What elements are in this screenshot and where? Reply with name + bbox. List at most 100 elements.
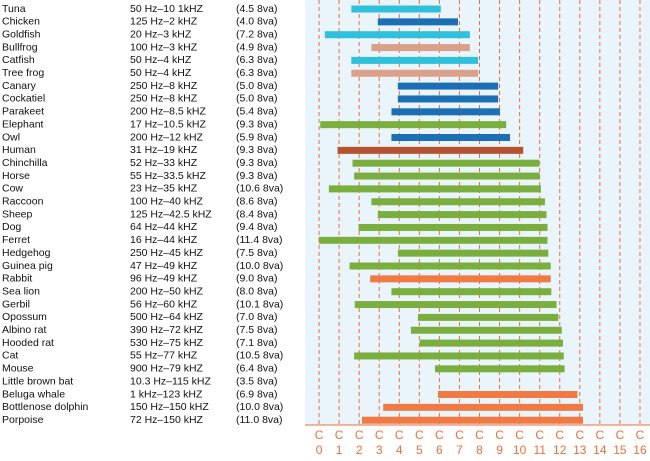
range-label: 52 Hz–33 kHZ <box>130 157 198 169</box>
category-label: Chicken <box>2 16 40 28</box>
category-label: Canary <box>2 80 37 92</box>
x-tick-label: C 15 <box>613 428 627 457</box>
category-label: Raccoon <box>2 196 44 208</box>
range-label: 50 Hz–4 kHZ <box>130 67 192 79</box>
x-tick-label: C 0 <box>314 428 324 457</box>
range-label: 200 Hz–12 kHZ <box>130 131 204 143</box>
x-tick-label: C 3 <box>374 428 384 457</box>
octave-label: (8.6 8va) <box>236 196 277 208</box>
octave-label: (5.4 8va) <box>236 106 277 118</box>
range-label: 55 Hz–77 kHZ <box>130 350 198 362</box>
octave-label: (9.0 8va) <box>236 273 277 285</box>
range-label: 64 Hz–44 kHZ <box>130 221 198 233</box>
octave-label: (5.9 8va) <box>236 131 277 143</box>
category-label: Bullfrog <box>2 41 38 53</box>
category-label: Owl <box>2 131 20 143</box>
category-label: Dog <box>2 221 21 233</box>
category-label: Ferret <box>2 234 30 246</box>
range-label: 55 Hz–33.5 kHZ <box>130 170 206 182</box>
octave-label: (9.4 8va) <box>236 221 277 233</box>
bar <box>370 275 551 283</box>
bar <box>349 262 551 270</box>
octave-label: (4.5 8va) <box>236 3 277 15</box>
bar <box>377 211 547 219</box>
x-tick-label: C 6 <box>435 428 444 457</box>
category-label: Opossum <box>2 311 47 323</box>
range-label: 500 Hz–64 kHZ <box>130 311 204 323</box>
octave-label: (3.5 8va) <box>236 375 277 387</box>
octave-label: (10.0 8va) <box>236 260 283 272</box>
category-label: Cow <box>2 183 23 195</box>
category-label: Elephant <box>2 118 44 130</box>
category-label: Cat <box>2 350 18 362</box>
range-label: 250 Hz–8 kHZ <box>130 93 198 105</box>
octave-label: (6.3 8va) <box>236 54 277 66</box>
category-label: Rabbit <box>2 273 32 285</box>
bar <box>419 339 563 347</box>
bar <box>397 249 549 257</box>
range-label: 125 Hz–2 kHZ <box>130 16 198 28</box>
bar <box>397 95 499 103</box>
bar <box>383 403 584 411</box>
category-label: Guinea pig <box>2 260 53 272</box>
x-tick-label: C 14 <box>593 428 607 457</box>
category-label: Little brown bat <box>2 375 73 387</box>
category-label: Beluga whale <box>2 388 65 400</box>
octave-label: (9.3 8va) <box>236 170 277 182</box>
bar <box>391 288 552 296</box>
range-label: 17 Hz–10.5 kHZ <box>130 118 206 130</box>
x-tick-label: C 13 <box>573 428 587 457</box>
octave-label: (6.4 8va) <box>236 363 277 375</box>
x-tick-label: C 5 <box>414 428 424 457</box>
range-label: 250 Hz–45 kHZ <box>130 247 204 259</box>
x-tick-label: C 4 <box>394 428 404 457</box>
octave-label: (6.9 8va) <box>236 388 277 400</box>
bar <box>434 365 565 373</box>
range-label: 72 Hz–150 kHZ <box>130 414 204 426</box>
bar <box>351 69 479 77</box>
bar <box>377 18 459 26</box>
bar <box>354 172 540 180</box>
range-label: 50 Hz–10 1kHZ <box>130 3 204 15</box>
category-label: Bottlenose dolphin <box>2 401 89 413</box>
range-label: 900 Hz–79 kHZ <box>130 363 204 375</box>
range-label: 20 Hz–3 kHZ <box>130 28 192 40</box>
range-label: 200 Hz–50 kHZ <box>130 285 204 297</box>
octave-label: (5.0 8va) <box>236 93 277 105</box>
bar <box>354 301 557 309</box>
range-label: 23 Hz–35 kHZ <box>130 183 198 195</box>
category-label: Horse <box>2 170 30 182</box>
bar <box>397 82 499 90</box>
octave-label: (11.0 8va) <box>236 414 283 426</box>
range-label: 390 Hz–72 kHZ <box>130 324 204 336</box>
category-label: Hooded rat <box>2 337 54 349</box>
x-tick-label: C 2 <box>354 428 364 457</box>
bar <box>358 223 548 231</box>
category-label: Albino rat <box>2 324 46 336</box>
octave-label: (7.1 8va) <box>236 337 277 349</box>
bar <box>391 134 510 141</box>
x-tick-label: C 16 <box>633 428 647 457</box>
x-tick-label: C 9 <box>495 428 504 457</box>
bar <box>437 391 578 398</box>
octave-label: (7.0 8va) <box>236 311 277 323</box>
octave-label: (7.5 8va) <box>236 247 277 259</box>
bar <box>337 146 524 154</box>
range-label: 10.3 Hz–115 kHZ <box>130 375 212 387</box>
octave-label: (4.9 8va) <box>236 41 277 53</box>
octave-label: (7.5 8va) <box>236 324 277 336</box>
category-label: Mouse <box>2 363 34 375</box>
category-label: Porpoise <box>2 414 44 426</box>
bar <box>319 236 548 244</box>
range-label: 96 Hz–49 kHZ <box>130 273 198 285</box>
range-label: 150 Hz–150 kHZ <box>130 401 209 413</box>
octave-label: (10.6 8va) <box>236 183 283 195</box>
category-label: Human <box>2 144 36 156</box>
bar <box>328 185 541 193</box>
bar <box>320 121 507 129</box>
bar <box>324 31 470 39</box>
octave-label: (7.2 8va) <box>236 28 277 40</box>
x-tick-label: C 10 <box>512 428 527 457</box>
category-label: Sea lion <box>2 285 40 297</box>
